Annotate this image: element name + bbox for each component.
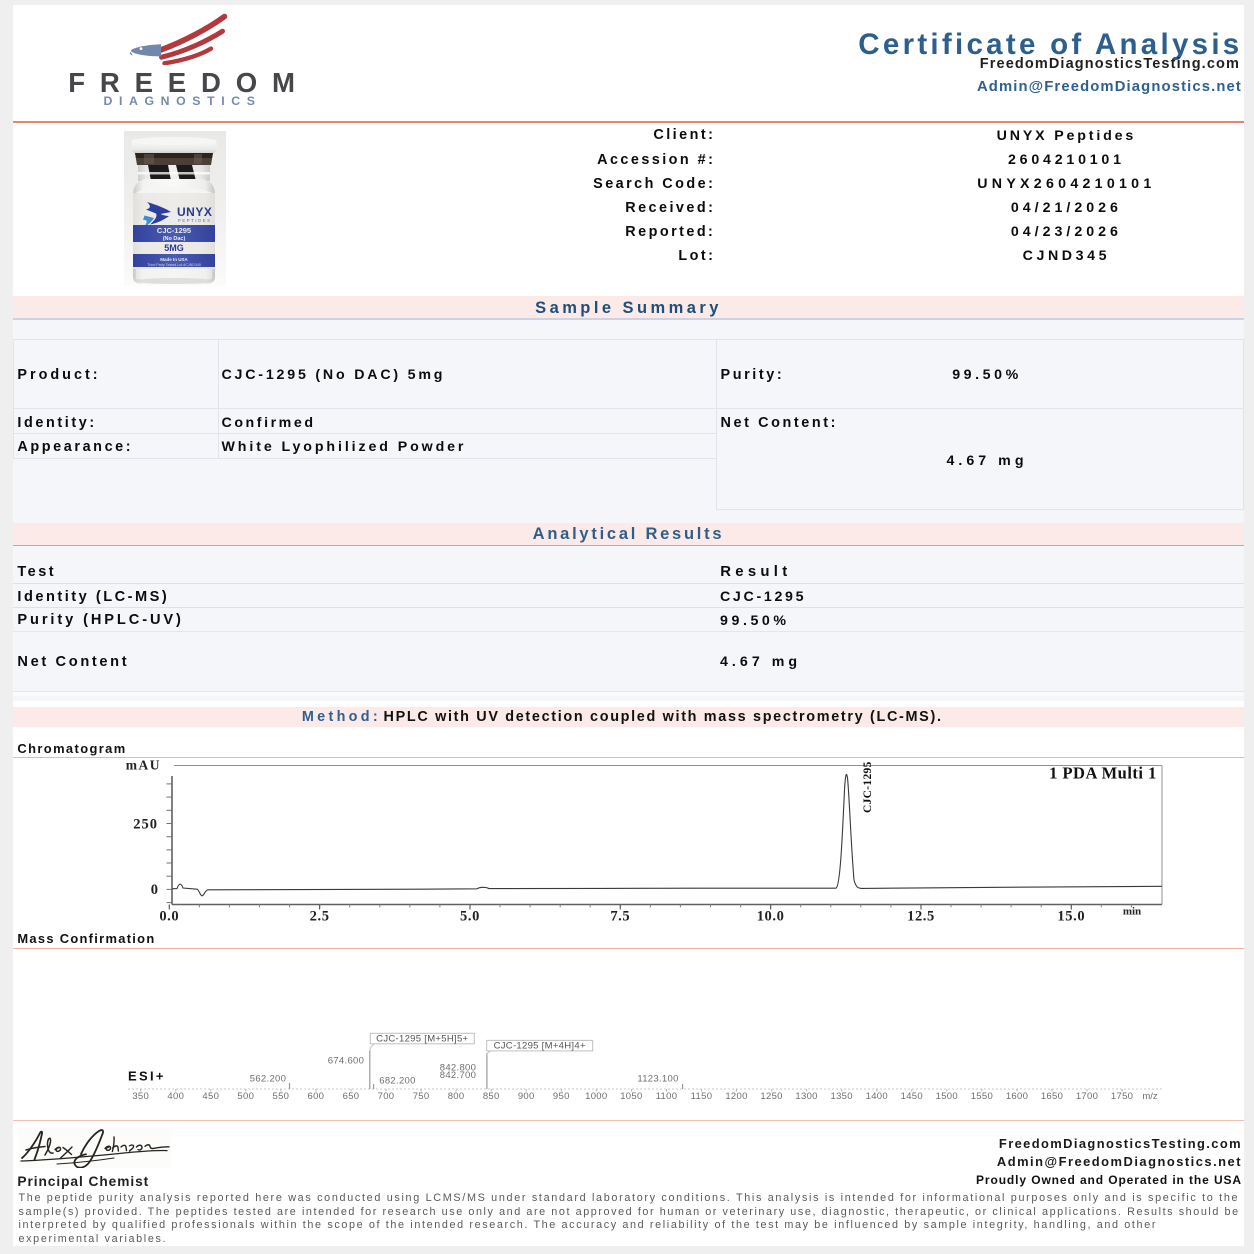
svg-text:1650: 1650 [1041,1091,1063,1102]
svg-text:0.0: 0.0 [159,909,179,925]
svg-text:1250: 1250 [760,1091,782,1102]
svg-text:750: 750 [413,1091,430,1102]
svg-text:12.5: 12.5 [907,909,935,925]
svg-text:842.800: 842.800 [440,1063,476,1074]
svg-text:1200: 1200 [725,1091,747,1102]
svg-text:650: 650 [343,1091,360,1102]
svg-text:CJC-1295: CJC-1295 [862,761,874,813]
svg-text:min: min [1123,906,1141,918]
svg-text:1400: 1400 [866,1091,888,1102]
svg-text:5MG: 5MG [164,243,184,253]
svg-text:5.0: 5.0 [460,909,480,925]
svg-text:1123.100: 1123.100 [637,1074,678,1085]
svg-text:562.200: 562.200 [250,1074,286,1085]
svg-text:CJC-1295: CJC-1295 [157,226,191,235]
svg-text:600: 600 [308,1091,325,1102]
svg-text:950: 950 [553,1091,570,1102]
svg-text:1600: 1600 [1006,1091,1028,1102]
svg-text:ESI+: ESI+ [128,1069,166,1084]
svg-text:1000: 1000 [585,1091,607,1102]
svg-text:700: 700 [378,1091,395,1102]
svg-text:Third Party Tested Lot #CJND34: Third Party Tested Lot #CJND345 [147,263,201,267]
svg-text:800: 800 [448,1091,465,1102]
svg-text:674.600: 674.600 [328,1056,364,1067]
svg-text:1550: 1550 [971,1091,993,1102]
svg-text:450: 450 [202,1091,219,1102]
svg-text:842.700: 842.700 [440,1070,476,1081]
svg-text:2.5: 2.5 [310,909,330,925]
svg-text:1100: 1100 [656,1091,678,1102]
svg-text:mAU: mAU [126,758,161,773]
svg-text:1 PDA Multi 1: 1 PDA Multi 1 [1049,764,1157,783]
svg-text:1750: 1750 [1111,1091,1133,1102]
svg-text:850: 850 [483,1091,500,1102]
svg-text:10.0: 10.0 [757,909,785,925]
svg-text:900: 900 [518,1091,535,1102]
svg-text:1450: 1450 [901,1091,923,1102]
svg-text:1300: 1300 [795,1091,817,1102]
svg-text:1050: 1050 [620,1091,642,1102]
svg-text:(No Dac): (No Dac) [163,236,186,242]
svg-text:350: 350 [132,1091,149,1102]
svg-text:1700: 1700 [1076,1091,1098,1102]
svg-text:CJC-1295 [M+4H]4+: CJC-1295 [M+4H]4+ [494,1041,586,1052]
svg-text:Made In USA: Made In USA [160,257,188,262]
svg-text:15.0: 15.0 [1057,909,1085,925]
svg-text:1350: 1350 [831,1091,853,1102]
svg-text:1150: 1150 [691,1091,713,1102]
svg-text:1500: 1500 [936,1091,958,1102]
svg-text:UNYX: UNYX [177,205,212,219]
svg-text:0: 0 [151,882,158,898]
svg-text:250: 250 [133,816,158,832]
svg-text:CJC-1295 [M+5H]5+: CJC-1295 [M+5H]5+ [376,1034,468,1045]
svg-text:550: 550 [273,1091,290,1102]
svg-text:m/z: m/z [1142,1091,1158,1102]
svg-text:500: 500 [237,1091,254,1102]
svg-text:400: 400 [167,1091,184,1102]
svg-text:682.200: 682.200 [379,1076,415,1087]
svg-text:PEPTIDES: PEPTIDES [178,218,212,223]
svg-text:7.5: 7.5 [610,909,630,925]
